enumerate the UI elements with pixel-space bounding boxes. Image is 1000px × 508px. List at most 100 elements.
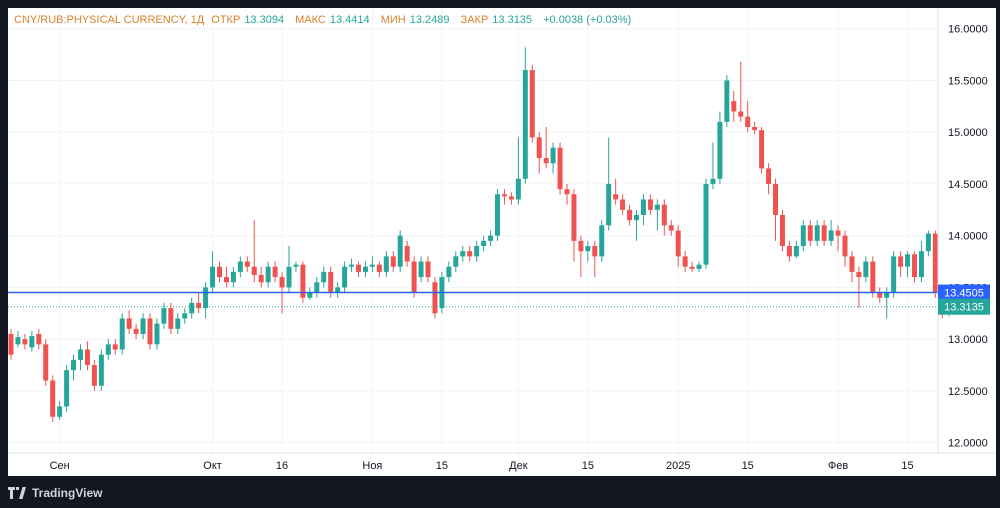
change-value: +0.0038 (+0.03%)	[543, 14, 632, 26]
candle-body	[286, 266, 292, 288]
x-tick-label: Окт	[203, 460, 222, 472]
close-label: ЗАКР	[460, 14, 489, 26]
candle-body	[161, 308, 167, 324]
candle-body	[529, 70, 535, 138]
candle-body	[668, 225, 674, 231]
candle-body	[98, 354, 104, 386]
price-lines	[8, 291, 938, 308]
candle-body	[349, 264, 355, 267]
candle-body	[557, 147, 563, 190]
current-price-label: 13.3135	[944, 302, 984, 314]
candle-body	[217, 266, 222, 278]
y-tick-label: 16.0000	[948, 24, 988, 36]
candle-body	[314, 282, 320, 293]
candle-body	[585, 246, 591, 252]
candle-body	[376, 264, 382, 272]
candle-body	[620, 199, 626, 210]
candle-body	[175, 318, 181, 329]
candle-body	[22, 339, 28, 345]
tradingview-logo-icon[interactable]	[8, 487, 26, 499]
candle-body	[210, 266, 216, 288]
candle-body	[766, 168, 772, 184]
candle-body	[189, 302, 195, 314]
candle-body	[738, 111, 744, 117]
candle-body	[703, 183, 709, 265]
candle-body	[793, 246, 799, 257]
y-axis[interactable]: 16.000015.500015.000014.500014.000013.50…	[948, 24, 988, 450]
x-tick-label: 15	[901, 460, 913, 472]
candle-body	[342, 266, 348, 288]
candle-body	[550, 147, 556, 164]
candle-body	[877, 292, 883, 298]
candle-body	[91, 365, 97, 386]
candle-body	[390, 256, 396, 267]
candle-body	[147, 318, 153, 345]
x-tick-label: 2025	[666, 460, 690, 472]
candle-body	[918, 251, 924, 278]
candle-body	[724, 80, 730, 122]
candle-body	[71, 359, 77, 371]
candle-body	[404, 246, 410, 262]
candle-body	[696, 264, 702, 269]
candle-body	[821, 225, 827, 241]
candle-body	[474, 246, 480, 257]
candle-body	[307, 292, 313, 298]
candle-body	[717, 121, 723, 179]
candle-body	[870, 261, 876, 293]
candle-body	[828, 230, 834, 241]
candle-body	[251, 266, 257, 275]
candle-body	[203, 287, 209, 309]
candle-body	[800, 225, 806, 247]
candle-body	[397, 235, 403, 267]
candle-body	[57, 406, 63, 417]
candle-body	[863, 261, 869, 278]
brand-name[interactable]: TradingView	[32, 486, 103, 500]
candlestick-chart[interactable]: 16.000015.500015.000014.500014.000013.50…	[8, 8, 996, 476]
candle-body	[258, 275, 264, 283]
candles	[8, 47, 966, 422]
candle-body	[29, 336, 35, 348]
x-tick-label: Сен	[50, 460, 70, 472]
candle-body	[627, 209, 633, 221]
candle-body	[543, 158, 549, 164]
candle-body	[835, 230, 841, 236]
x-tick-label: Ноя	[362, 460, 382, 472]
hline-label-bg	[938, 284, 990, 301]
candle-body	[300, 264, 306, 298]
candle-body	[196, 302, 202, 309]
open-value: 13.3094	[244, 14, 285, 26]
high-value: 13.4414	[329, 14, 370, 26]
candle-body	[522, 70, 528, 179]
x-axis[interactable]: Сен Окт 16 Ноя 15 Дек 15 2025 15 Фев 15	[50, 460, 914, 472]
candle-body	[36, 333, 42, 345]
candle-body	[578, 240, 584, 252]
candle-body	[50, 380, 56, 417]
candle-body	[223, 277, 229, 283]
candle-body	[759, 130, 765, 169]
candle-body	[634, 214, 639, 221]
x-tick-label: 15	[582, 460, 594, 472]
candle-body	[814, 225, 820, 241]
candle-body	[891, 256, 897, 293]
close-value: 13.3135	[492, 14, 533, 26]
footer: TradingView	[8, 482, 102, 504]
high-label: МАКС	[295, 14, 326, 26]
candle-body	[446, 266, 452, 278]
candle-body	[43, 344, 49, 381]
candle-body	[112, 344, 118, 350]
candle-body	[508, 196, 514, 200]
candle-body	[105, 344, 111, 355]
candle-body	[779, 214, 785, 247]
symbol-title[interactable]: CNY/RUB:PHYSICAL CURRENCY, 1Д	[14, 14, 205, 26]
candle-body	[432, 282, 438, 314]
x-tick-label: Дек	[509, 460, 528, 472]
candle-body	[272, 266, 278, 278]
y-tick-label: 14.0000	[948, 231, 988, 243]
x-tick-label: 15	[436, 460, 448, 472]
candle-body	[64, 370, 70, 407]
candle-body	[613, 194, 619, 200]
candle-body	[133, 328, 139, 334]
candle-body	[495, 194, 500, 236]
hline-label: 13.4505	[944, 288, 984, 300]
candle-body	[515, 178, 521, 200]
